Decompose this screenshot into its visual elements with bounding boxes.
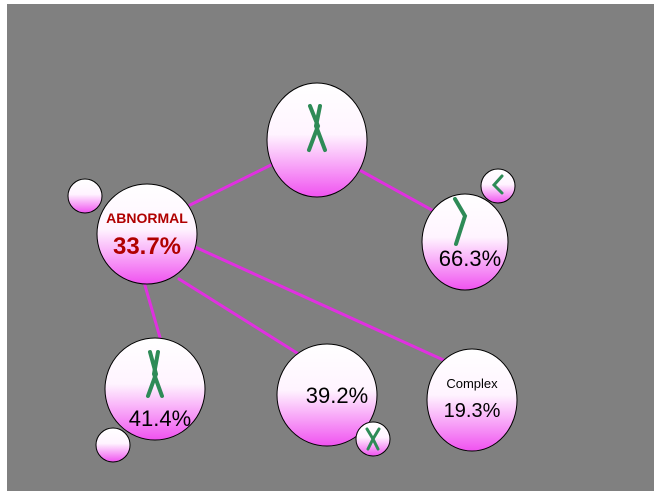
abnormal-value: 33.7%	[113, 233, 181, 260]
abnormal-title: ABNORMAL	[106, 210, 188, 226]
chromosome-bent-icon	[453, 197, 468, 246]
diagram-canvas: ABNORMAL 33.7% 66.3% 41.4% 39.2%	[7, 4, 654, 491]
small-bubble-left	[67, 178, 103, 214]
node-bottom-right: Complex 19.3%	[426, 348, 518, 452]
connector-abnormal-bottom-middle	[177, 277, 299, 355]
right-value: 66.3%	[439, 246, 501, 271]
complex-value: 19.3%	[444, 400, 501, 422]
chromosome-bend-small-icon	[491, 174, 504, 195]
node-bottom-middle: 39.2%	[276, 343, 378, 447]
node-top	[266, 82, 368, 198]
chromosome-x-icon	[307, 104, 327, 152]
connector-abnormal-bottom-right	[193, 245, 452, 365]
chromosome-x-small-icon	[365, 427, 381, 451]
node-bottom-left: 41.4%	[104, 337, 206, 441]
chromosome-x-icon	[146, 350, 164, 398]
complex-title: Complex	[446, 376, 498, 391]
bottom-middle-value: 39.2%	[306, 383, 368, 408]
small-bubble-bottom-left	[95, 427, 131, 463]
bottom-left-value: 41.4%	[129, 406, 191, 431]
node-abnormal: ABNORMAL 33.7%	[96, 183, 198, 285]
small-bubble-right	[480, 168, 516, 204]
connector-top-right	[352, 165, 441, 216]
diagram-svg: ABNORMAL 33.7% 66.3% 41.4% 39.2%	[67, 82, 518, 463]
node-right: 66.3%	[421, 193, 509, 291]
connectors	[142, 160, 452, 365]
small-bubble-bottom-middle	[355, 421, 391, 457]
connector-abnormal-top	[188, 160, 279, 207]
connector-abnormal-bottom-left	[142, 280, 163, 343]
